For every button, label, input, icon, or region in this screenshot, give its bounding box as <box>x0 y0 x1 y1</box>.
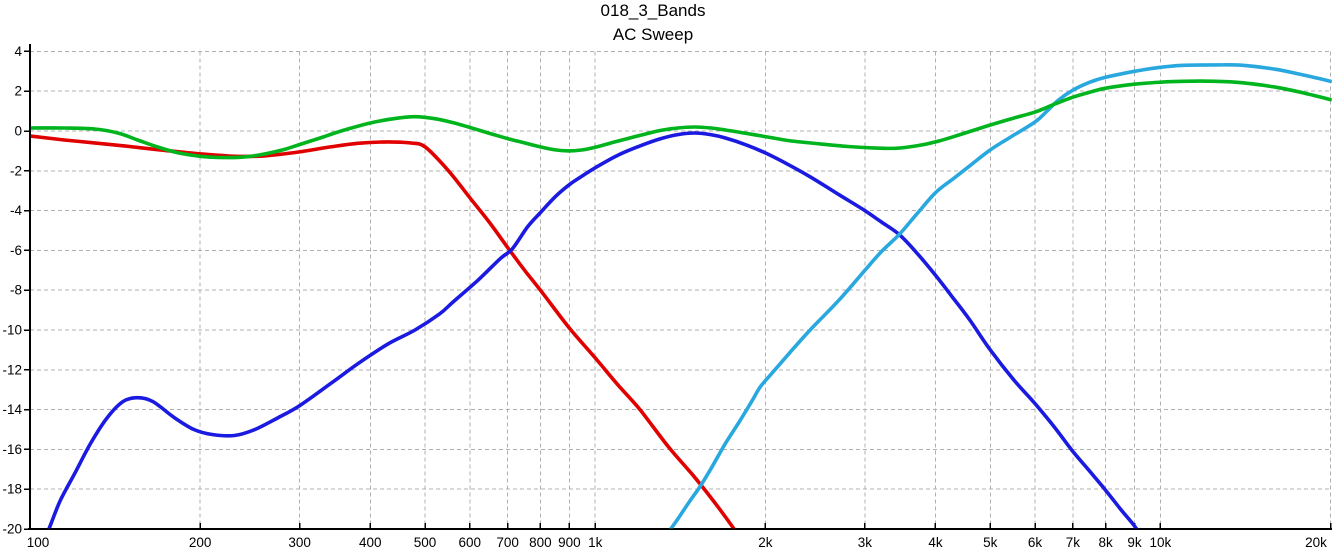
y-tick-label: -18 <box>2 482 22 497</box>
y-tick-label: 0 <box>14 124 22 139</box>
x-tick-label: 500 <box>414 535 437 550</box>
x-tick-label: 900 <box>558 535 581 550</box>
x-tick-label: 5k <box>983 535 998 550</box>
x-tick-label: 600 <box>459 535 482 550</box>
y-tick-label: -2 <box>10 163 22 178</box>
chart-title: 018_3_Bands <box>600 1 706 20</box>
x-tick-label: 100 <box>27 535 50 550</box>
y-tick-label: -8 <box>10 283 22 298</box>
x-tick-label: 7k <box>1066 535 1081 550</box>
grid-lines <box>30 50 1332 529</box>
x-tick-label: 800 <box>529 535 552 550</box>
x-tick-label: 20k <box>1305 535 1327 550</box>
x-tick-label: 200 <box>189 535 212 550</box>
x-tick-label: 2k <box>758 535 773 550</box>
x-tick-label: 400 <box>359 535 382 550</box>
x-tick-label: 8k <box>1098 535 1113 550</box>
x-tick-label: 700 <box>496 535 519 550</box>
axes <box>24 44 1332 530</box>
y-tick-label: -6 <box>10 243 22 258</box>
x-tick-label: 300 <box>288 535 311 550</box>
y-tick-label: -12 <box>2 362 22 377</box>
x-tick-label: 9k <box>1127 535 1142 550</box>
x-tick-label: 1k <box>588 535 603 550</box>
x-tick-label: 10k <box>1150 535 1172 550</box>
y-tick-label: -14 <box>2 402 22 417</box>
curves <box>30 63 1332 529</box>
y-tick-label: -4 <box>10 203 22 218</box>
axis-tick-labels: 100 200 300 400 500 600 700 800 900 1k 2k 3k 4k 5k 6k 7… <box>2 44 1327 550</box>
y-tick-label: 4 <box>14 44 22 59</box>
x-tick-label: 6k <box>1028 535 1043 550</box>
y-tick-label: -20 <box>2 522 22 537</box>
y-tick-label: -10 <box>2 323 22 338</box>
x-tick-label: 4k <box>928 535 943 550</box>
curve-low-band <box>30 134 736 529</box>
curve-mid-band <box>47 131 1139 529</box>
x-tick-label: 3k <box>858 535 873 550</box>
curve-high-band <box>668 63 1332 529</box>
chart-subtitle: AC Sweep <box>612 25 694 44</box>
y-tick-label: 2 <box>14 84 22 99</box>
y-tick-label: -16 <box>2 442 22 457</box>
curve-summed-response <box>30 79 1332 160</box>
